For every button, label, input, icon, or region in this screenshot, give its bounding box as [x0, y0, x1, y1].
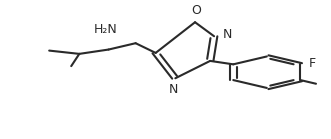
Text: F: F [308, 57, 316, 70]
Text: N: N [222, 28, 232, 41]
Text: N: N [169, 83, 178, 96]
Text: O: O [192, 4, 202, 17]
Text: H₂N: H₂N [94, 23, 118, 36]
